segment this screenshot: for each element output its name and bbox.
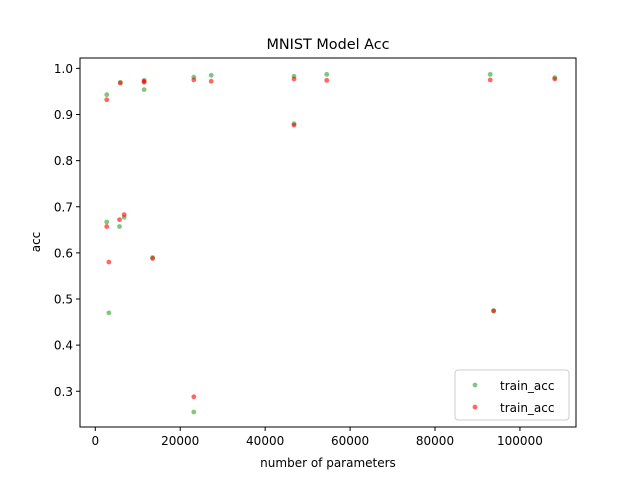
scatter-point-series-1 bbox=[208, 72, 214, 78]
y-tick-label: 0.7 bbox=[54, 200, 73, 214]
legend-label-series-1: train_acc bbox=[500, 379, 554, 393]
x-tick-label: 100000 bbox=[497, 434, 543, 448]
y-tick-label: 0.5 bbox=[54, 293, 73, 307]
scatter-point-series-2 bbox=[487, 77, 493, 83]
chart-title: MNIST Model Acc bbox=[266, 37, 389, 53]
x-tick-label: 40000 bbox=[246, 434, 284, 448]
y-tick-label: 0.3 bbox=[54, 385, 73, 399]
y-tick-label: 0.4 bbox=[54, 339, 73, 353]
scatter-point-series-1 bbox=[117, 224, 122, 229]
scatter-point-series-2 bbox=[117, 80, 123, 86]
plot-area bbox=[79, 57, 577, 428]
scatter-point-series-2 bbox=[208, 78, 214, 84]
scatter-point-series-2 bbox=[191, 77, 197, 83]
x-axis-ticks: 0 20000 40000 60000 80000 100000 bbox=[91, 427, 543, 448]
legend-label-series-2: train_acc bbox=[500, 401, 554, 415]
scatter-point-series-1 bbox=[324, 71, 330, 77]
scatter-point-series-2 bbox=[291, 76, 297, 82]
legend-frame bbox=[454, 369, 570, 421]
scatter-point-series-1 bbox=[104, 219, 110, 225]
x-tick-label: 60000 bbox=[331, 434, 369, 448]
scatter-point-series-2 bbox=[491, 308, 497, 314]
scatter-point-series-2 bbox=[117, 217, 122, 223]
x-axis-label: number of parameters bbox=[260, 456, 396, 470]
legend-marker-series-1 bbox=[472, 382, 478, 388]
y-tick-label: 0.6 bbox=[54, 246, 73, 260]
scatter-point-series-2 bbox=[104, 224, 110, 229]
x-tick-label: 20000 bbox=[161, 434, 199, 448]
y-axis-label: acc bbox=[29, 232, 43, 253]
legend-marker-series-2 bbox=[472, 404, 478, 410]
scatter-point-series-2 bbox=[121, 212, 127, 217]
scatter-point-series-1 bbox=[106, 310, 112, 316]
scatter-point-series-2 bbox=[324, 77, 330, 83]
data-points bbox=[104, 71, 558, 415]
y-tick-label: 0.9 bbox=[54, 108, 73, 122]
scatter-point-series-1 bbox=[104, 92, 110, 98]
y-tick-label: 1.0 bbox=[54, 62, 73, 76]
scatter-point-series-2 bbox=[150, 256, 156, 261]
x-tick-label: 80000 bbox=[416, 434, 454, 448]
y-tick-label: 0.8 bbox=[54, 154, 73, 168]
axes-frame bbox=[79, 57, 577, 428]
scatter-point-series-2 bbox=[552, 76, 558, 82]
scatter-point-series-2 bbox=[104, 97, 110, 103]
scatter-point-series-1 bbox=[191, 409, 197, 415]
scatter-point-series-2 bbox=[291, 122, 297, 128]
x-tick-label: 0 bbox=[91, 434, 99, 448]
scatter-point-series-2 bbox=[106, 259, 112, 265]
scatter-point-series-2 bbox=[191, 394, 197, 400]
scatter-point-series-1 bbox=[487, 71, 493, 77]
y-axis-ticks: 0.3 0.4 0.5 0.6 0.7 0.8 0.9 1.0 bbox=[54, 62, 80, 399]
scatter-point-series-2 bbox=[141, 78, 147, 84]
legend: train_acc train_acc bbox=[454, 369, 570, 421]
scatter-point-series-1 bbox=[141, 87, 147, 92]
